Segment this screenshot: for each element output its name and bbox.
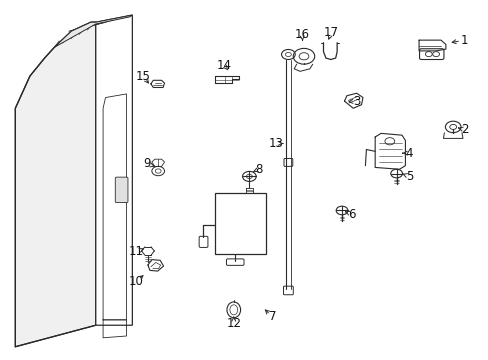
Polygon shape — [96, 15, 132, 325]
Text: 6: 6 — [347, 208, 355, 221]
FancyBboxPatch shape — [419, 49, 443, 59]
FancyBboxPatch shape — [283, 286, 293, 295]
FancyBboxPatch shape — [199, 236, 207, 247]
Polygon shape — [15, 22, 96, 347]
Text: 7: 7 — [268, 310, 276, 324]
Text: 13: 13 — [268, 137, 283, 150]
Text: 10: 10 — [128, 275, 143, 288]
Text: 14: 14 — [216, 59, 231, 72]
Text: 8: 8 — [255, 163, 262, 176]
Text: 15: 15 — [135, 69, 150, 82]
Text: 3: 3 — [352, 95, 360, 108]
Text: 11: 11 — [128, 245, 143, 258]
FancyBboxPatch shape — [284, 158, 292, 166]
FancyBboxPatch shape — [115, 177, 128, 203]
Text: 4: 4 — [405, 147, 412, 159]
FancyBboxPatch shape — [226, 259, 244, 265]
Text: 9: 9 — [143, 157, 150, 170]
FancyBboxPatch shape — [215, 193, 266, 253]
Text: 12: 12 — [226, 317, 241, 330]
Polygon shape — [54, 15, 132, 47]
Text: 5: 5 — [405, 170, 412, 183]
Text: 1: 1 — [460, 33, 468, 47]
Text: 16: 16 — [294, 28, 309, 41]
Text: 2: 2 — [460, 123, 468, 136]
Text: 17: 17 — [323, 26, 338, 39]
